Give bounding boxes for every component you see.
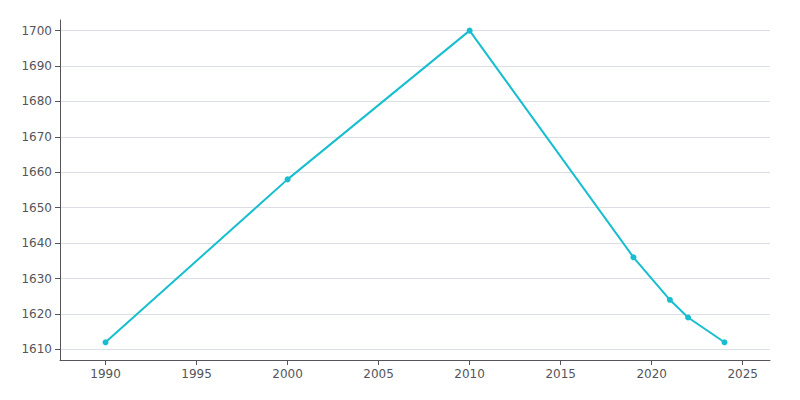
svg-text:2015: 2015 [545, 367, 576, 381]
svg-text:1640: 1640 [21, 236, 52, 250]
svg-text:1995: 1995 [181, 367, 212, 381]
svg-text:1700: 1700 [21, 24, 52, 38]
svg-text:2000: 2000 [272, 367, 303, 381]
svg-text:1650: 1650 [21, 201, 52, 215]
svg-text:1630: 1630 [21, 272, 52, 286]
svg-text:2005: 2005 [363, 367, 394, 381]
svg-text:2010: 2010 [454, 367, 485, 381]
svg-text:2020: 2020 [636, 367, 667, 381]
svg-text:1990: 1990 [90, 367, 121, 381]
svg-text:1690: 1690 [21, 59, 52, 73]
svg-text:1620: 1620 [21, 307, 52, 321]
svg-text:2025: 2025 [727, 367, 758, 381]
svg-text:1610: 1610 [21, 342, 52, 356]
svg-text:1670: 1670 [21, 130, 52, 144]
svg-text:1680: 1680 [21, 94, 52, 108]
svg-text:1660: 1660 [21, 165, 52, 179]
